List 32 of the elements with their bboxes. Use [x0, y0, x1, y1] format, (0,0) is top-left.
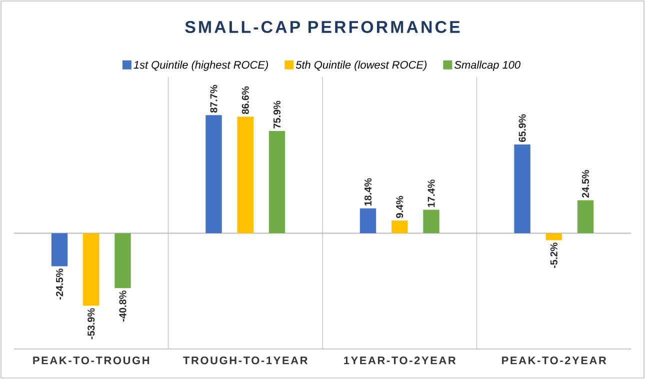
- data-label: 86.6%: [242, 86, 249, 114]
- x-tick-label: TROUGH-TO-1YEAR: [183, 356, 308, 364]
- chart-title: SMALL-CAP PERFORMANCE: [185, 21, 460, 33]
- bar: [514, 144, 530, 234]
- data-label: 75.9%: [273, 100, 281, 128]
- data-label: 87.7%: [210, 84, 218, 113]
- data-label: -5.2%: [550, 242, 558, 268]
- bar: [546, 233, 562, 240]
- bar: [360, 208, 376, 234]
- bar: [423, 210, 440, 234]
- legend-label: Smallcap 100: [454, 60, 520, 71]
- x-tick-label: 1YEAR-TO-2YEAR: [344, 356, 456, 364]
- bar: [237, 116, 254, 234]
- data-label: 9.4%: [396, 196, 404, 218]
- data-label: -53.9%: [88, 308, 95, 340]
- bar: [577, 200, 594, 234]
- data-label: 17.4%: [428, 180, 435, 207]
- bar: [206, 115, 222, 234]
- x-tick-label: PEAK-TO-TROUGH: [33, 356, 150, 364]
- data-label: 24.5%: [582, 170, 590, 198]
- bar: [114, 233, 131, 288]
- x-tick-label: PEAK-TO-2YEAR: [502, 356, 606, 364]
- data-label: -24.5%: [56, 268, 64, 300]
- bar: [392, 220, 408, 234]
- bar: [268, 130, 286, 234]
- bar: [51, 233, 68, 266]
- legend-label: 1st Quintile (highest ROCE): [134, 60, 268, 71]
- bar: [83, 233, 100, 306]
- legend-label: 5th Quintile (lowest ROCE): [296, 60, 427, 71]
- data-label: 65.9%: [518, 114, 526, 142]
- data-label: 18.4%: [364, 178, 372, 206]
- data-label: -40.8%: [119, 290, 126, 322]
